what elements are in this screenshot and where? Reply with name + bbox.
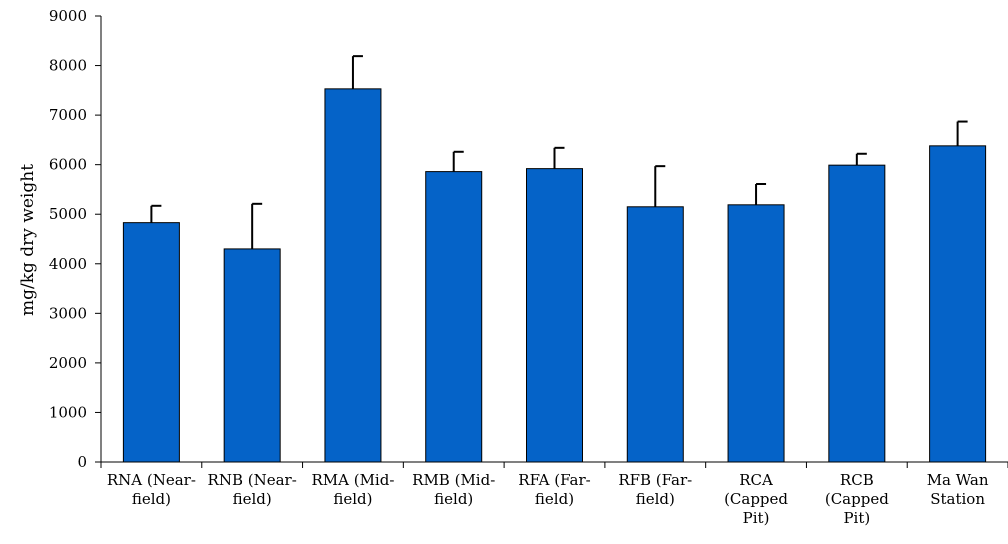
y-tick-label: 3000 [49,304,87,322]
y-tick-label: 2000 [49,354,87,372]
y-tick-label: 1000 [49,403,87,421]
x-category-label: RFB (Far-field) [618,471,692,508]
error-bars-layer [150,55,968,249]
x-category-label: RMA (Mid-field) [311,471,394,508]
bar [526,168,583,463]
x-category-label: RCA (Capped Pit) [724,471,788,527]
y-tick-label: 8000 [49,57,87,75]
x-category-label: Ma Wan Station [927,471,989,508]
bars-layer [122,88,987,463]
x-category-label: RMB (Mid-field) [412,471,495,508]
bar [626,206,684,463]
y-tick-label: 6000 [49,156,87,174]
y-ticks-layer: 0 1000 2000 3000 4000 5000 6000 7000 8000 9000 [49,7,1008,471]
y-tick-label: 0 [77,453,87,471]
bar [223,248,281,463]
bar [122,222,180,463]
bar [727,204,785,463]
x-labels-layer: RNA (Near-field) RNB (Near-field) RMA (Mid… [107,471,989,527]
x-category-label: RNB (Near-field) [208,471,297,508]
y-tick-label: 4000 [49,255,87,273]
bar [929,145,987,463]
bar [324,88,382,463]
x-category-label: RNA (Near-field) [107,471,196,508]
axes-layer [95,16,1008,463]
bar [425,171,483,463]
y-axis-title: mg/kg dry weight [18,164,38,316]
y-tick-label: 5000 [49,205,87,223]
y-tick-label: 9000 [49,7,87,25]
x-category-label: RCB (Capped Pit) [825,471,889,527]
bar [828,164,886,463]
x-category-label: RFA (Far-field) [518,471,590,508]
y-tick-label: 7000 [49,106,87,124]
